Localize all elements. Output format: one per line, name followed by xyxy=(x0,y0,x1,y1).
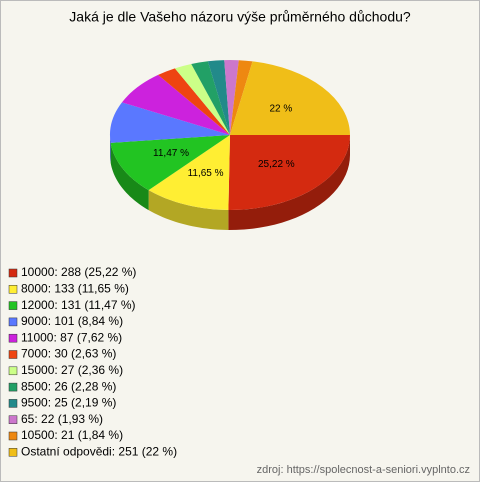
legend-label: 8000: 133 (11,65 %) xyxy=(21,281,129,295)
slice xyxy=(121,74,230,135)
slice-side xyxy=(110,135,111,163)
source: zdroj: https://spolecnost-a-seniori.vypl… xyxy=(257,464,470,476)
slice xyxy=(207,60,230,135)
legend-label: 11000: 87 (7,62 %) xyxy=(21,330,122,344)
legend-swatch xyxy=(8,431,18,441)
legend-swatch xyxy=(8,415,18,424)
slice-side xyxy=(228,135,350,230)
legend-label: 9500: 25 (2,19 %) xyxy=(21,396,116,410)
value-label: 11,65 % xyxy=(188,168,224,179)
slice xyxy=(158,68,230,135)
legend-swatch xyxy=(8,399,18,408)
legend-swatch xyxy=(8,448,18,457)
slice xyxy=(228,135,350,210)
legend-swatch xyxy=(8,317,18,327)
legend-swatch xyxy=(8,268,18,278)
legend-label: 9000: 101 (8,84 %) xyxy=(21,314,123,328)
slice xyxy=(230,61,350,135)
slice xyxy=(174,64,230,135)
legend-swatch xyxy=(8,285,18,294)
value-label: 11,47 % xyxy=(153,148,189,159)
legend-label: 65: 22 (1,93 %) xyxy=(21,412,103,426)
slice xyxy=(148,135,230,210)
chart-title: Jaká je dle Vašeho názoru výše průměrnéh… xyxy=(69,9,411,25)
legend-label: 10000: 288 (25,22 %) xyxy=(21,265,136,279)
value-label: 25,22 % xyxy=(258,159,295,170)
legend-label: 12000: 131 (11,47 %) xyxy=(21,298,136,312)
slice xyxy=(224,59,239,135)
slice-side xyxy=(148,190,229,230)
slice xyxy=(110,135,230,191)
legend-swatch xyxy=(8,301,18,310)
legend-swatch xyxy=(8,350,18,359)
legend-swatch xyxy=(8,333,18,343)
slice xyxy=(110,102,230,143)
value-label: 22 % xyxy=(269,103,292,114)
legend-label: 7000: 30 (2,63 %) xyxy=(21,347,116,361)
legend-swatch xyxy=(8,382,18,392)
legend-swatch xyxy=(8,366,18,376)
legend-label: 10500: 21 (1,84 %) xyxy=(21,428,123,442)
legend-label: Ostatní odpovědi: 251 (22 %) xyxy=(21,444,177,458)
slice xyxy=(230,60,253,135)
slice xyxy=(191,61,230,135)
legend-label: 8500: 26 (2,28 %) xyxy=(21,379,116,393)
slice-side xyxy=(110,142,149,211)
legend-label: 15000: 27 (2,36 %) xyxy=(21,363,123,377)
